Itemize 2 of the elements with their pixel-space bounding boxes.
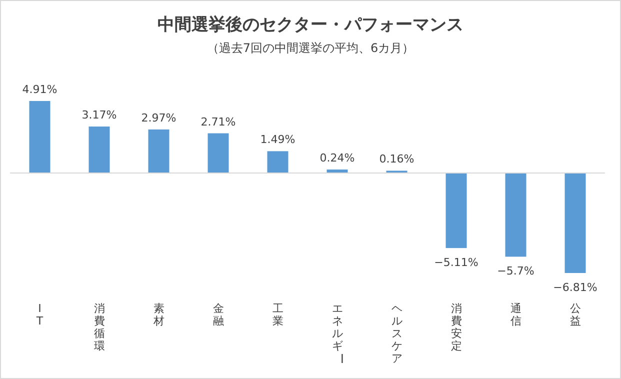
subtitle: （過去7回の中間選挙の平均、6カ月） — [206, 41, 414, 55]
title: 中間選挙後のセクター・パフォーマンス — [158, 15, 464, 35]
